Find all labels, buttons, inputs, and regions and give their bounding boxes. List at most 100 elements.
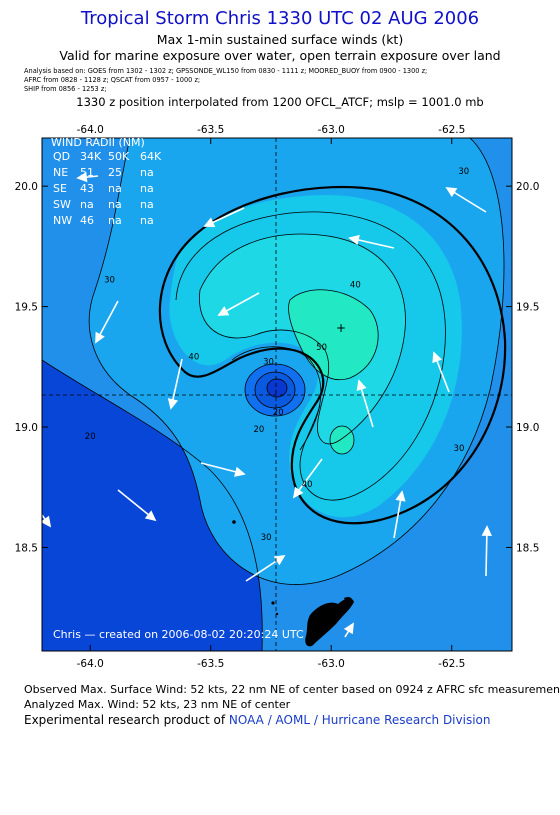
contour-label: 30 (458, 167, 469, 177)
band-45 (199, 234, 406, 444)
wind-vector-head-4 (95, 331, 105, 344)
wind-vector-head-13 (273, 554, 286, 566)
land-islet-3 (271, 601, 275, 605)
noaa-aoml-link[interactable]: NOAA / AOML / Hurricane Research Divisio… (228, 713, 491, 727)
contour-secondary-max (329, 425, 355, 455)
wind-radii-cell: 46 (80, 214, 94, 227)
wind-radii-header-cell: 64K (140, 150, 162, 163)
y-tick-label-right: 20.0 (516, 181, 539, 193)
y-tick-label-right: 19.0 (516, 422, 539, 434)
wind-vector-head-8 (234, 466, 246, 477)
created-label: Chris — created on 2006-08-02 20:20:24 U… (53, 628, 304, 641)
wind-radii-table: WIND RADII (NM) QD 34K 50K 64K NE 51 25 na SE 43 n… (51, 136, 162, 227)
wind-vector-head-0 (445, 187, 458, 198)
x-tick-label-top: -62.5 (438, 124, 465, 136)
wind-radii-cell: na (108, 198, 122, 211)
contour-40 (199, 233, 406, 445)
wind-radii-title: WIND RADII (NM) (51, 136, 145, 149)
contour-label: 40 (188, 353, 199, 363)
contour-center-outer (244, 363, 306, 417)
wind-radii-header-cell: QD (53, 150, 70, 163)
contour-label: 30 (263, 357, 274, 367)
x-tick-label-bottom: -63.5 (197, 658, 224, 670)
wind-radii-cell: na (80, 198, 94, 211)
wind-radii-cell: 25 (108, 166, 122, 179)
observed-max-wind: Observed Max. Surface Wind: 52 kts, 22 n… (24, 683, 560, 696)
wind-radii-cell: NW (53, 214, 72, 227)
x-tick-label-bottom: -64.0 (77, 658, 104, 670)
contour-label: 20 (273, 408, 284, 418)
contour-30-inner (231, 346, 322, 451)
axis-ticks (42, 138, 512, 651)
position-note: 1330 z position interpolated from 1200 O… (76, 95, 484, 109)
wind-vector-head-10 (395, 490, 406, 502)
contour-labels: 30 30 30 30 30 40 40 40 50 20 20 20 (85, 167, 469, 543)
wind-radii-cell: na (140, 198, 154, 211)
wind-vector-head-12 (481, 525, 493, 537)
x-tick-label-bottom: -63.0 (318, 658, 345, 670)
y-tick-label-left: 19.0 (15, 422, 38, 434)
chart-title: Tropical Storm Chris 1330 UTC 02 AUG 200… (80, 8, 480, 29)
y-tick-label-left: 20.0 (15, 181, 38, 193)
wind-radii-cell: 43 (80, 182, 94, 195)
wind-vector-head-3 (217, 306, 230, 316)
wind-radii-cell: na (108, 182, 122, 195)
analysis-sources-line-2: AFRC from 0828 - 1128 z; QSCAT from 0957… (24, 76, 201, 84)
y-tick-label-left: 19.5 (15, 302, 38, 314)
wind-radii-cell: NE (53, 166, 68, 179)
wind-radii-header-cell: 50K (108, 150, 130, 163)
wind-vector-head-7 (356, 379, 367, 392)
y-tick-label-left: 18.5 (15, 542, 38, 554)
contour-label: 30 (454, 444, 465, 454)
x-tick-label-top: -64.0 (77, 124, 104, 136)
max-wind-marker: + (336, 321, 346, 335)
wind-radius-34kt-line (158, 185, 507, 525)
wind-field-chart: + 30 30 30 30 30 40 40 40 50 20 20 20 -64.0 -64.0 -63… (15, 124, 540, 670)
y-tick-label-right: 19.5 (516, 302, 539, 314)
wind-vector-head-14 (42, 515, 52, 528)
contour-label: 40 (302, 480, 313, 490)
wind-vector-head-15 (343, 622, 354, 635)
band-below-20 (42, 360, 263, 651)
wind-vector-head-9 (292, 486, 304, 499)
wind-vector-head-16 (76, 171, 88, 183)
contour-lines (42, 138, 505, 651)
land-islet-2 (232, 520, 236, 524)
contour-label: 20 (254, 425, 265, 435)
y-tick-label-right: 18.5 (516, 542, 539, 554)
credit-text: Experimental research product of (24, 713, 229, 727)
center-crosshair (42, 138, 512, 651)
contour-label: 50 (316, 343, 327, 353)
chart-subtitle: Max 1-min sustained surface winds (kt) (156, 32, 404, 47)
wind-vector-head-11 (144, 510, 157, 522)
wind-radii-cell: na (140, 214, 154, 227)
contour-50 (288, 289, 379, 380)
wind-radii-cell: na (108, 214, 122, 227)
center-ring-inner (267, 379, 287, 397)
land-islet-1 (344, 596, 352, 602)
wind-radii-cell: SW (53, 198, 71, 211)
contour-35 (175, 211, 446, 501)
wind-radii-cell: na (140, 182, 154, 195)
contour-label: 30 (261, 533, 272, 543)
contour-30-north (88, 138, 505, 585)
contour-label: 40 (350, 280, 361, 290)
analysis-sources-line-1: Analysis based on: GOES from 1302 - 1302… (24, 67, 428, 75)
wind-vector-head-2 (348, 234, 360, 246)
wind-radii-cell: na (140, 166, 154, 179)
contour-center-mid (254, 371, 296, 409)
wind-vector-head-6 (432, 351, 443, 364)
wind-radii-cell: 51 (80, 166, 94, 179)
credit-line: Experimental research product of NOAA / … (24, 713, 490, 727)
contour-label: 30 (104, 276, 115, 286)
contour-20-west (42, 359, 263, 651)
wind-vector-head-5 (167, 398, 179, 410)
band-secondary-max (330, 426, 354, 454)
chart-subtitle-2: Valid for marine exposure over water, op… (59, 48, 501, 63)
contour-center-inner (266, 378, 288, 398)
land-island (305, 598, 354, 647)
wind-radii-header-cell: 34K (80, 150, 102, 163)
axis-tick-labels: -64.0 -64.0 -63.5 -63.5 -63.0 -63.0 -62.5 -62.5… (15, 124, 540, 670)
contour-label: 20 (85, 432, 96, 442)
contour-fill-layer: + 30 30 30 30 30 40 40 40 50 20 20 20 (42, 138, 512, 651)
